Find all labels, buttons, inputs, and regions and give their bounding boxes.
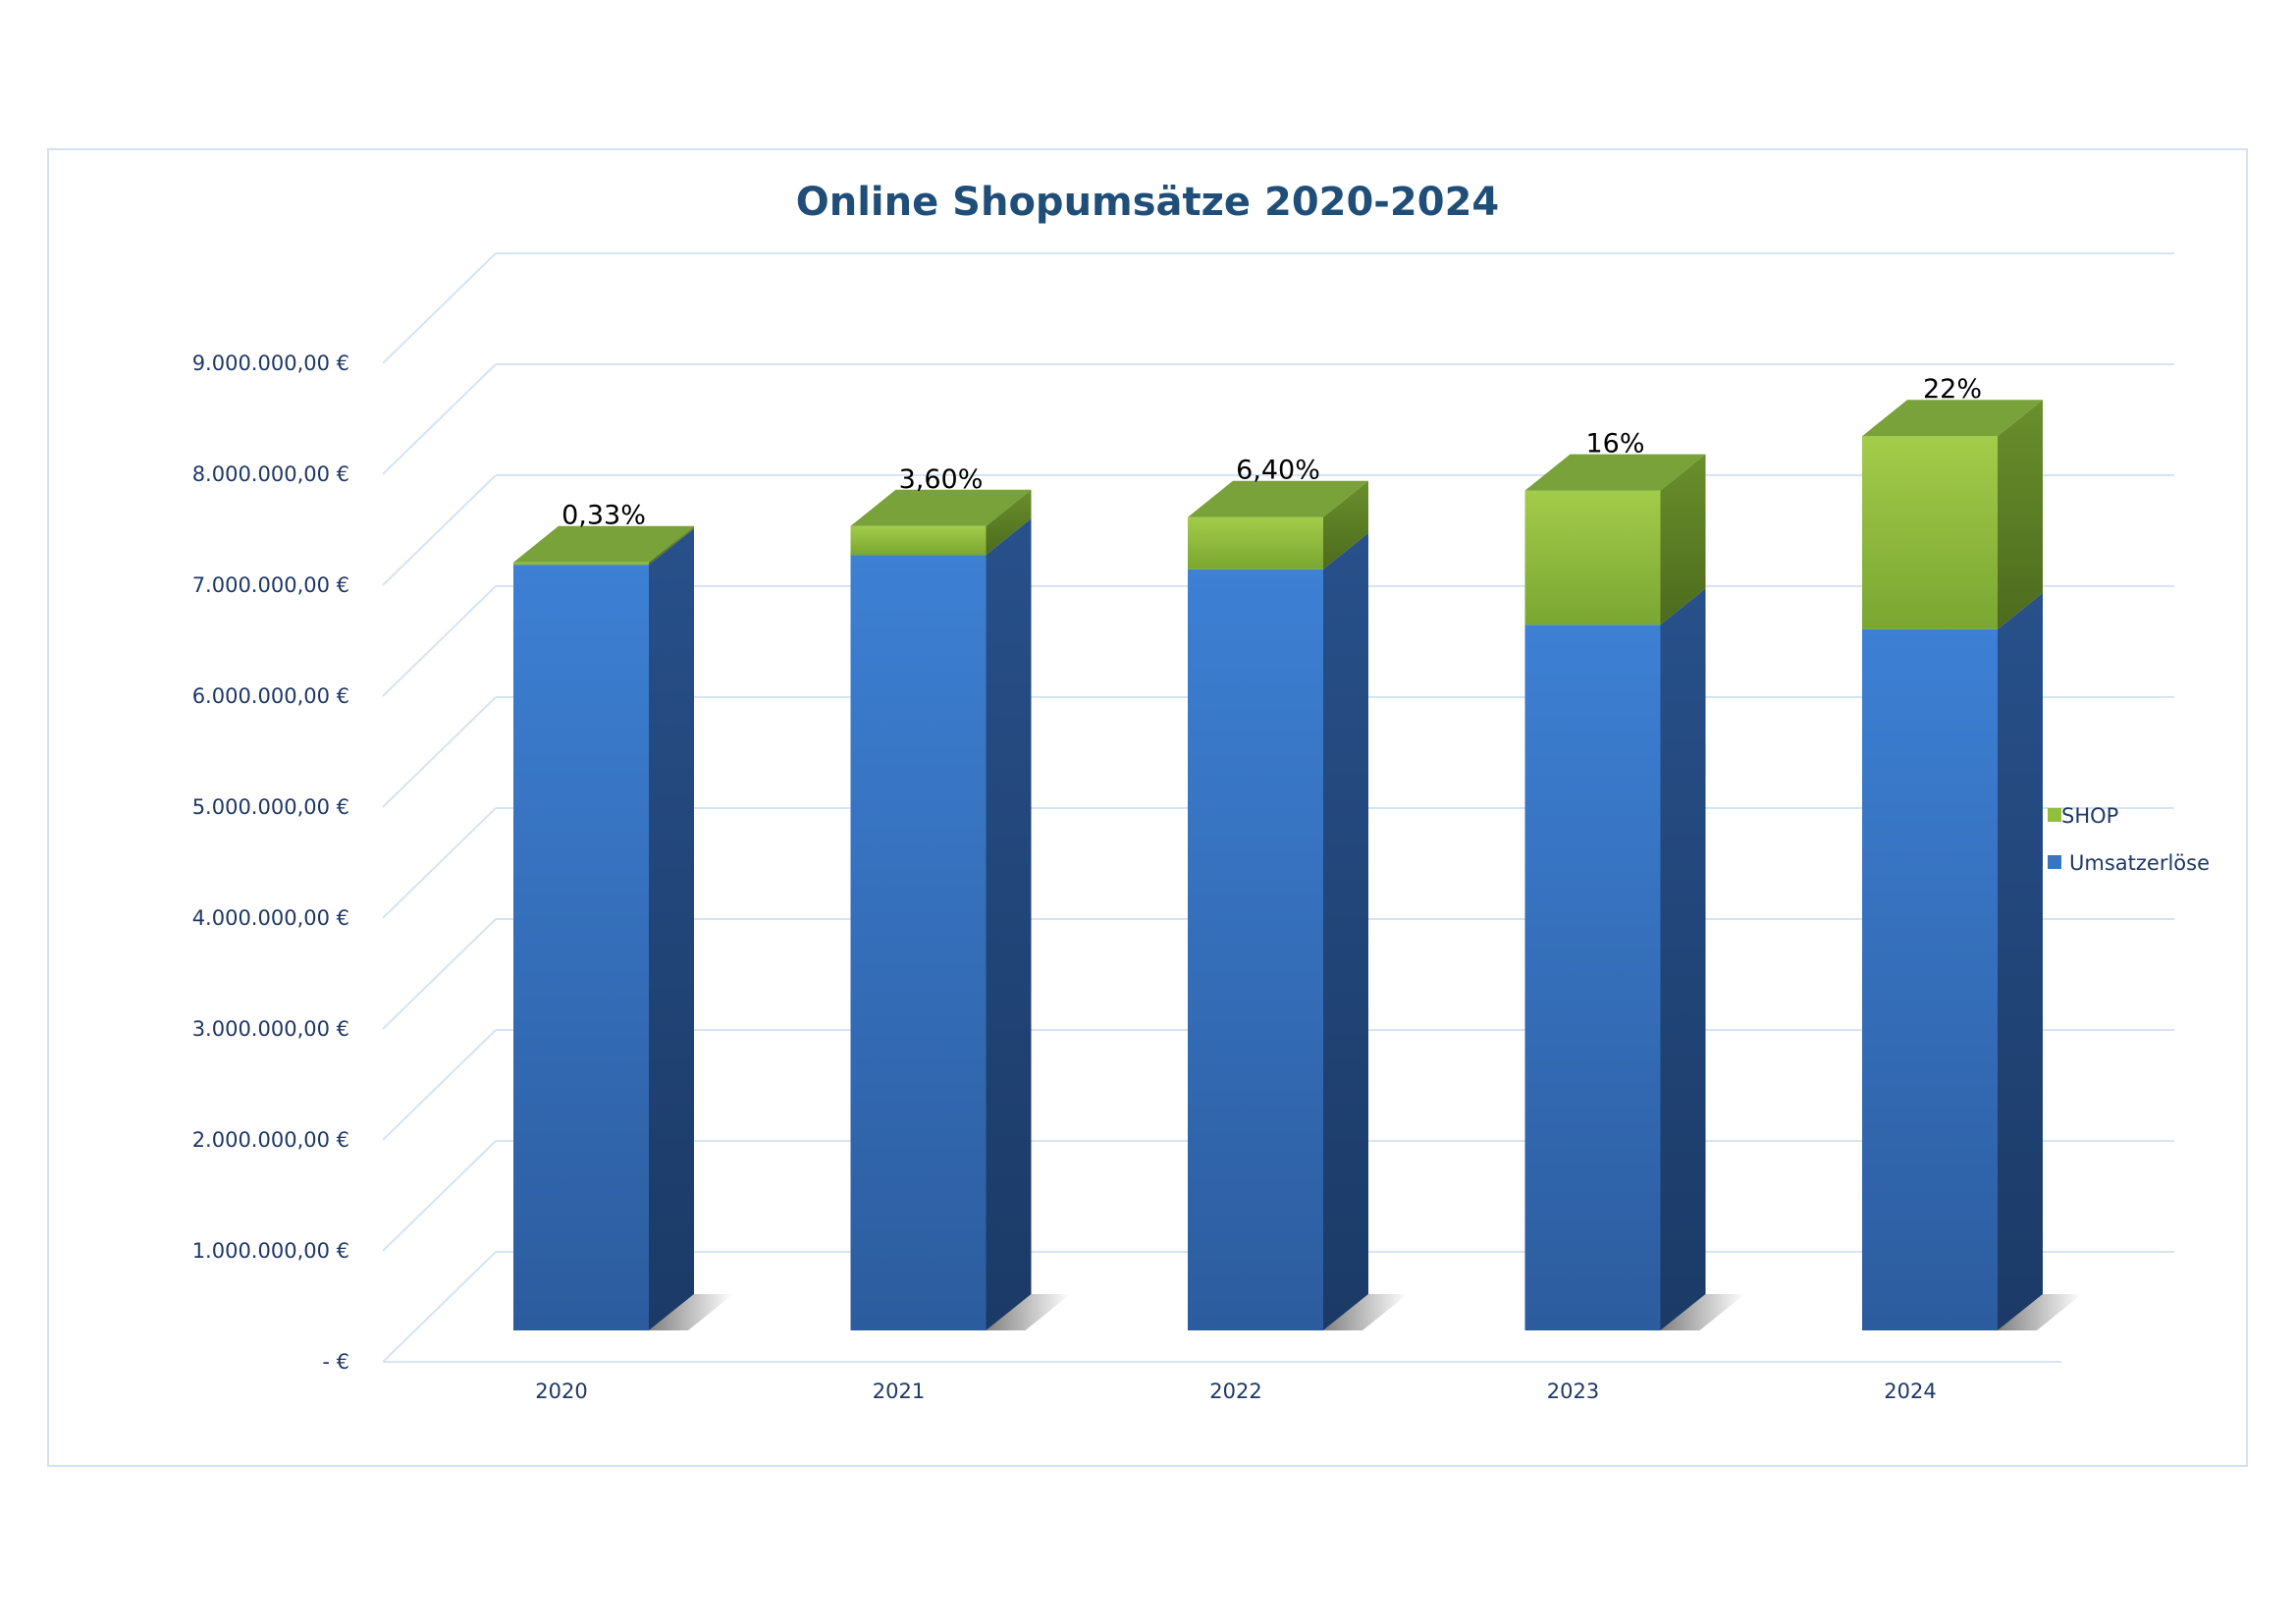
gridline-slant bbox=[382, 918, 497, 1030]
y-tick-label: - € bbox=[322, 1350, 349, 1374]
y-tick-label: 7.000.000,00 € bbox=[192, 573, 349, 597]
data-label: 16% bbox=[1585, 429, 1644, 460]
bar-shadow bbox=[1998, 1294, 2082, 1330]
gridline-slant bbox=[382, 807, 497, 919]
bar-umsatzerloese-side bbox=[1323, 532, 1368, 1330]
bar-umsatzerloese bbox=[1862, 628, 1998, 1330]
x-tick-label: 2023 bbox=[1547, 1380, 1599, 1403]
gridline-slant bbox=[382, 363, 497, 475]
bar-shadow bbox=[649, 1294, 733, 1330]
legend-label: SHOP bbox=[2061, 804, 2118, 828]
x-tick-label: 2021 bbox=[873, 1380, 925, 1403]
gridline-slant bbox=[382, 585, 497, 697]
bar-shadow bbox=[1323, 1294, 1408, 1330]
data-label: 0,33% bbox=[561, 501, 646, 531]
gridline-slant bbox=[382, 252, 497, 364]
bar-shop-side bbox=[986, 489, 1032, 556]
gridline-slant bbox=[382, 1251, 497, 1363]
bar-shop bbox=[1524, 490, 1661, 625]
gridline-slant bbox=[382, 696, 497, 808]
gridline-slant bbox=[382, 1029, 497, 1141]
bar-shop bbox=[850, 525, 987, 556]
bar-shop-side bbox=[649, 525, 694, 566]
bar-umsatzerloese bbox=[1188, 568, 1323, 1330]
bar-umsatzerloese-side bbox=[1660, 588, 1706, 1330]
bar-top-face bbox=[513, 525, 694, 563]
y-tick-label: 6.000.000,00 € bbox=[192, 684, 349, 708]
bar-umsatzerloese bbox=[850, 555, 987, 1330]
data-label: 22% bbox=[1923, 374, 1982, 405]
bar-umsatzerloese-side bbox=[649, 528, 694, 1330]
bar-shadow bbox=[1660, 1294, 1745, 1330]
bar-umsatzerloese-side bbox=[1998, 592, 2043, 1330]
chart-title: Online Shopumsätze 2020-2024 bbox=[795, 180, 1500, 225]
gridline-slant bbox=[382, 474, 497, 586]
bar-top-face bbox=[1524, 454, 1706, 491]
bar-umsatzerloese bbox=[513, 565, 649, 1330]
bar-shop-side bbox=[1998, 400, 2043, 629]
bar-top-face bbox=[1188, 480, 1368, 517]
data-label: 6,40% bbox=[1236, 456, 1320, 486]
legend-swatch bbox=[2048, 808, 2061, 822]
bar-umsatzerloese-side bbox=[986, 518, 1032, 1330]
x-tick-label: 2024 bbox=[1884, 1380, 1936, 1403]
bar-umsatzerloese bbox=[1524, 624, 1661, 1330]
bar-shop bbox=[513, 562, 649, 566]
bar-shop-side bbox=[1323, 480, 1368, 569]
y-tick-label: 3.000.000,00 € bbox=[192, 1017, 349, 1041]
legend-label: Umsatzerlöse bbox=[2069, 851, 2210, 875]
y-tick-label: 8.000.000,00 € bbox=[192, 462, 349, 486]
data-label: 3,60% bbox=[899, 464, 984, 495]
bar-top-face bbox=[1862, 400, 2043, 437]
bar-shop-side bbox=[1660, 454, 1706, 625]
y-tick-label: 4.000.000,00 € bbox=[192, 906, 349, 930]
legend-swatch bbox=[2048, 855, 2061, 869]
y-tick-label: 5.000.000,00 € bbox=[192, 795, 349, 819]
bar-shop bbox=[1188, 516, 1323, 569]
y-tick-label: 2.000.000,00 € bbox=[192, 1128, 349, 1152]
gridline-slant bbox=[382, 1140, 497, 1252]
y-tick-label: 9.000.000,00 € bbox=[192, 352, 349, 375]
bar-shop bbox=[1862, 436, 1998, 629]
x-tick-label: 2022 bbox=[1209, 1380, 1261, 1403]
bar-top-face bbox=[850, 489, 1032, 526]
bar-shadow bbox=[986, 1294, 1071, 1330]
x-tick-label: 2020 bbox=[535, 1380, 587, 1403]
y-tick-label: 1.000.000,00 € bbox=[192, 1239, 349, 1263]
